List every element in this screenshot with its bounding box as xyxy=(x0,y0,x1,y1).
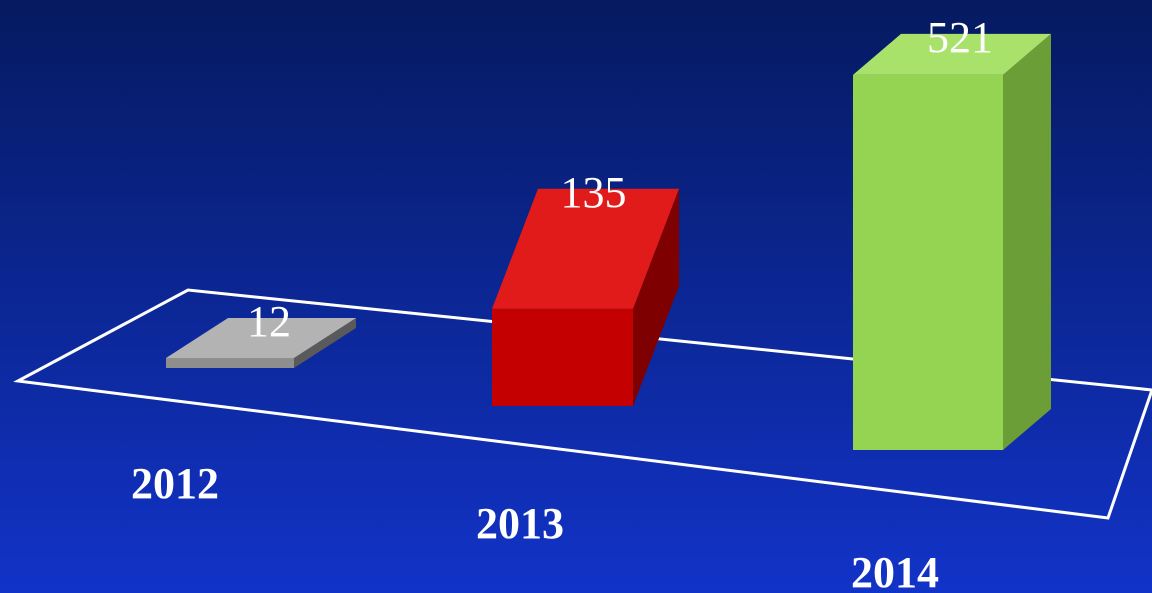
bar-2014 xyxy=(853,33,1051,450)
bars-layer xyxy=(166,33,1051,450)
bar-top-face xyxy=(853,33,1051,75)
bar-front-face xyxy=(166,358,294,368)
bar-top-face xyxy=(492,188,679,309)
labels-layer: 12 135 521 2012 2013 2014 xyxy=(131,13,993,593)
category-label-2013: 2013 xyxy=(476,499,564,548)
bar-side-face xyxy=(633,188,679,406)
category-label-2014: 2014 xyxy=(851,548,939,593)
bar-2012 xyxy=(166,318,356,368)
bar-side-face xyxy=(1003,33,1051,450)
category-label-2012: 2012 xyxy=(131,459,219,508)
floor-plane-outline xyxy=(13,288,1152,520)
bar-top-face xyxy=(166,318,356,358)
bar-2013 xyxy=(492,188,679,406)
bar-side-face xyxy=(294,318,356,368)
bar-front-face xyxy=(853,74,1003,450)
data-label-2013: 135 xyxy=(561,168,627,217)
bar-front-face xyxy=(492,308,633,406)
data-label-2012: 12 xyxy=(247,297,291,346)
data-label-2014: 521 xyxy=(927,13,993,62)
